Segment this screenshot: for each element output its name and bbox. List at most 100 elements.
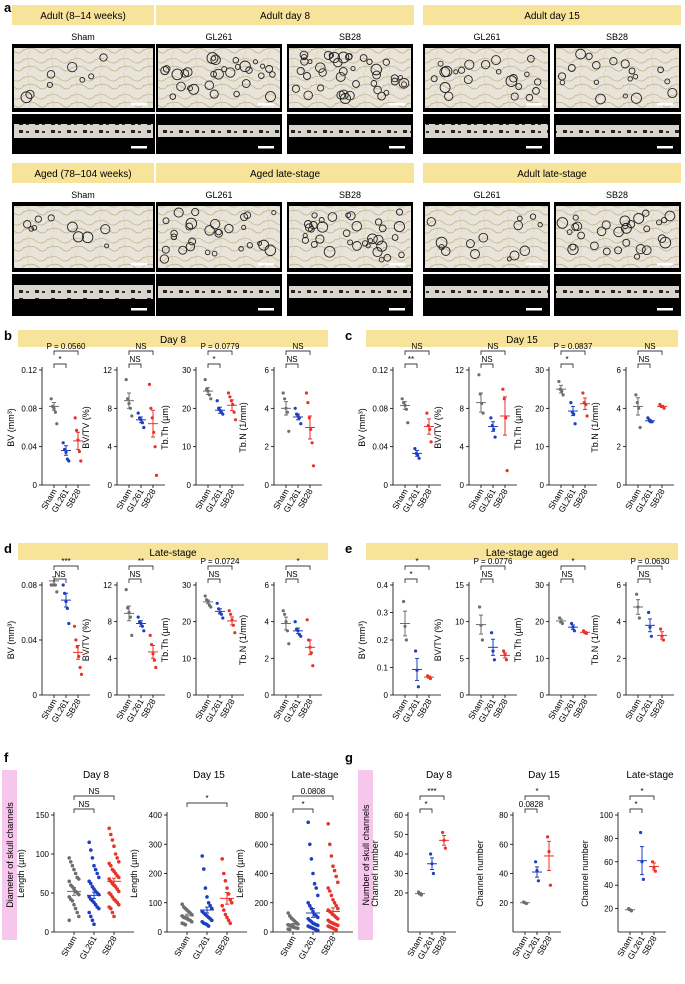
channel-marker bbox=[572, 221, 583, 231]
sig-label: P = 0.0560 bbox=[47, 342, 86, 351]
channel-marker bbox=[303, 72, 311, 80]
y-tick-label: 50 bbox=[394, 831, 403, 840]
channel-marker bbox=[173, 207, 184, 218]
panel-a-row2: Aged (78–104 weeks) Aged late-stage Adul… bbox=[12, 163, 681, 316]
channel-marker bbox=[537, 222, 543, 228]
y-tick-label: 20 bbox=[604, 905, 613, 914]
y-tick-label: 20 bbox=[182, 618, 191, 627]
channel-marker bbox=[79, 76, 86, 83]
sig-label: NS bbox=[208, 570, 219, 579]
data-point bbox=[417, 456, 421, 460]
channel-marker bbox=[534, 78, 542, 86]
channel-marker bbox=[204, 249, 211, 256]
y-axis-label: Tb.N (1/mm) bbox=[238, 615, 248, 666]
channel-marker bbox=[345, 212, 351, 219]
channel-marker bbox=[519, 245, 531, 257]
channel-marker bbox=[622, 238, 631, 247]
channel-marker bbox=[659, 236, 672, 249]
y-tick-label: 400 bbox=[255, 870, 269, 879]
y-tick-label: 40 bbox=[499, 870, 508, 879]
data-point bbox=[53, 410, 58, 414]
sig-label: ** bbox=[408, 355, 414, 364]
y-axis-label: BV/TV (%) bbox=[433, 619, 443, 662]
x-tick-label: Sham bbox=[172, 934, 192, 958]
channel-marker bbox=[257, 240, 263, 246]
sig-label: * bbox=[205, 794, 208, 803]
y-tick-label: 0 bbox=[33, 481, 38, 490]
sig-bracket bbox=[560, 350, 586, 355]
channel-marker bbox=[336, 90, 346, 100]
data-point bbox=[572, 629, 577, 633]
channel-marker bbox=[34, 215, 42, 223]
channel-marker bbox=[182, 67, 193, 77]
channel-marker bbox=[233, 90, 240, 98]
channel-marker bbox=[347, 239, 354, 246]
data-point bbox=[202, 867, 206, 871]
panel-label-e: e bbox=[345, 541, 352, 556]
scale-bar bbox=[258, 146, 274, 149]
sig-bracket bbox=[292, 808, 314, 813]
channel-marker bbox=[337, 51, 350, 64]
data-point bbox=[659, 627, 663, 631]
channel-marker bbox=[393, 221, 405, 233]
channel-marker bbox=[260, 63, 266, 69]
channel-marker bbox=[458, 66, 466, 74]
y-tick-label: 0.04 bbox=[21, 443, 37, 452]
channel-marker bbox=[224, 223, 234, 234]
channel-marker bbox=[593, 79, 600, 85]
scale-bar bbox=[657, 103, 673, 106]
data-point bbox=[222, 908, 226, 912]
data-point bbox=[477, 373, 481, 377]
y-tick-label: 80 bbox=[499, 811, 508, 820]
sig-label: NS bbox=[129, 570, 140, 579]
x-tick-label: SB28 bbox=[100, 934, 119, 957]
channel-marker bbox=[464, 59, 475, 70]
data-point bbox=[72, 867, 76, 872]
channel-marker bbox=[265, 64, 274, 73]
header-band bbox=[366, 330, 678, 347]
channel-marker bbox=[318, 68, 327, 77]
data-point bbox=[190, 912, 194, 917]
y-tick-label: 0.12 bbox=[372, 366, 388, 375]
channel-marker bbox=[367, 233, 378, 245]
channel-marker bbox=[372, 70, 381, 80]
data-point bbox=[308, 903, 312, 908]
channel-marker bbox=[527, 54, 535, 63]
data-point bbox=[293, 620, 297, 624]
y-tick-label: 800 bbox=[255, 811, 269, 820]
sig-bracket bbox=[404, 565, 430, 570]
scale-bar bbox=[131, 308, 147, 311]
data-point bbox=[478, 605, 482, 609]
data-point bbox=[73, 906, 78, 911]
sig-label: NS bbox=[638, 355, 649, 364]
data-point bbox=[334, 874, 339, 879]
header-aged: Aged (78–104 weeks) bbox=[34, 169, 131, 180]
channel-marker bbox=[311, 212, 318, 219]
panel-label-b: b bbox=[4, 328, 12, 343]
data-point bbox=[305, 618, 309, 622]
data-point bbox=[225, 915, 229, 920]
data-point bbox=[90, 918, 95, 923]
data-point bbox=[130, 414, 134, 418]
label-sb28: SB28 bbox=[339, 32, 361, 42]
channel-marker bbox=[465, 239, 475, 249]
y-tick-label: 4 bbox=[460, 443, 465, 452]
y-tick-label: 20 bbox=[499, 899, 508, 908]
data-point bbox=[326, 886, 331, 890]
data-point bbox=[310, 441, 314, 445]
data-point bbox=[90, 856, 95, 860]
y-tick-label: 60 bbox=[604, 858, 613, 867]
channel-marker bbox=[99, 53, 108, 62]
channel-marker bbox=[342, 229, 351, 237]
data-point bbox=[136, 411, 140, 415]
header-band bbox=[423, 163, 681, 183]
data-point bbox=[416, 685, 420, 689]
channel-marker bbox=[614, 246, 623, 255]
channel-marker bbox=[590, 241, 599, 251]
